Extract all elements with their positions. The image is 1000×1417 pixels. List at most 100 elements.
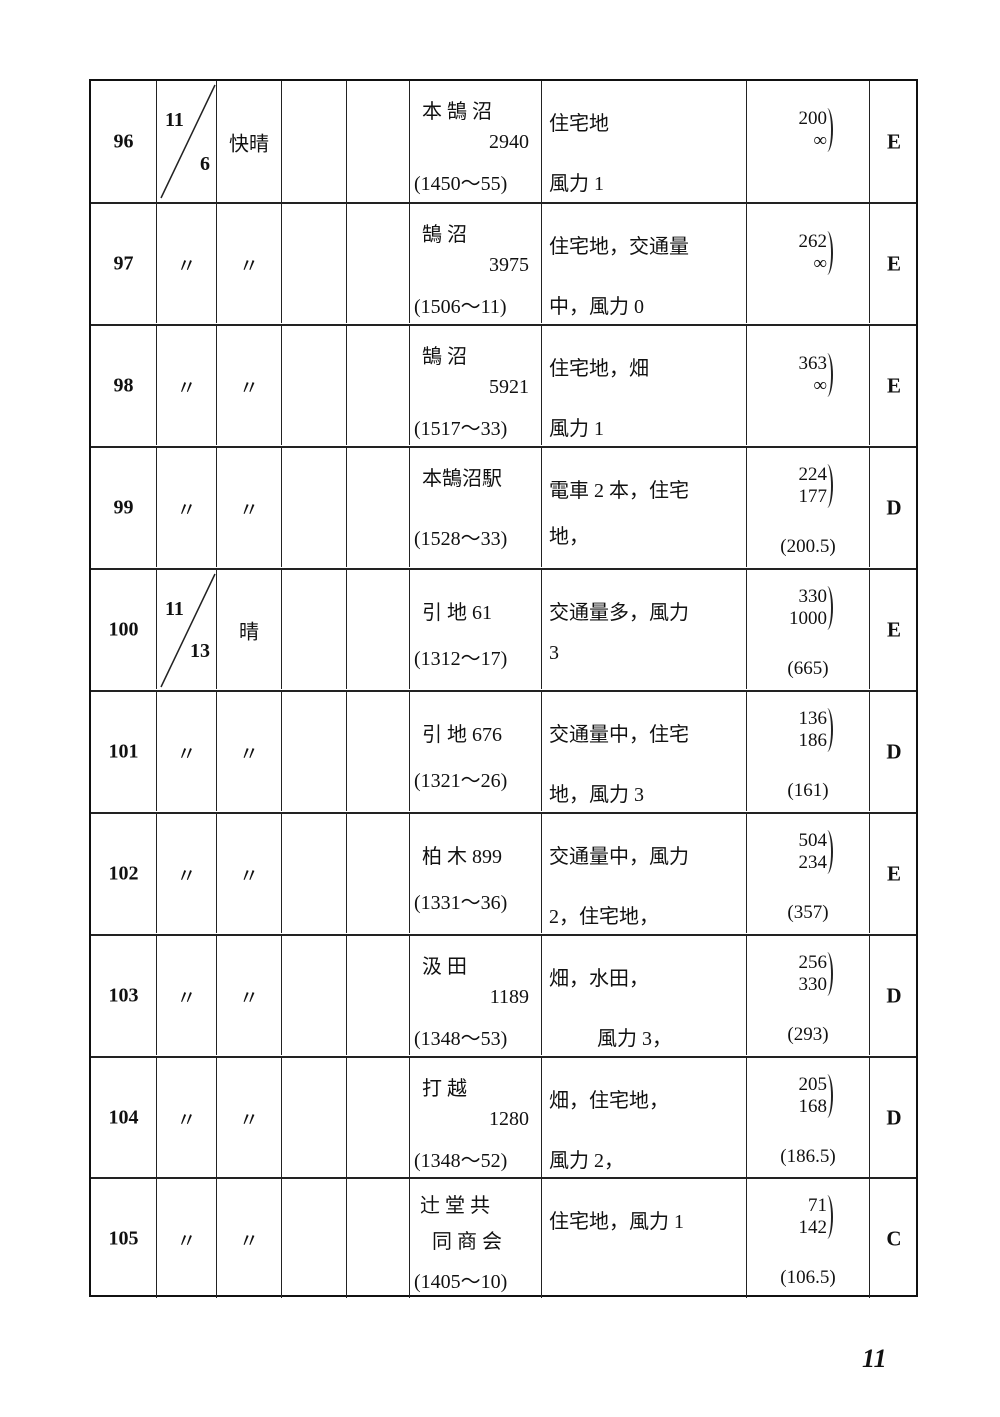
table-row: 101 〃〃引 地 676 (1321～26) 交通量中，住宅 地，風力 3 136 186… [91, 690, 916, 811]
bracket [821, 464, 833, 508]
values-cell: 200 ∞ [746, 81, 869, 202]
notes-line: 風力 2， [549, 1150, 624, 1172]
weather-cell: 晴 [216, 570, 281, 689]
blank-cell [346, 326, 409, 445]
values-cell: 330 1000 (665) [746, 570, 869, 689]
value-average: (200.5) [780, 536, 836, 557]
grade: D [886, 495, 902, 519]
table-row: 103 〃 〃 汲 田 1189 (1348～53) 畑，水田， 風力 3， 256 330 (29… [91, 934, 916, 1055]
notes-line: 畑，水田， [549, 968, 649, 990]
value-b: 177 [798, 486, 828, 507]
date-cell: 〃 [156, 1179, 216, 1298]
no-cell: 99 [91, 448, 156, 567]
notes-line: 風力 1 [549, 418, 604, 440]
date-cell: 11 13 [156, 570, 216, 689]
weather: 〃 [239, 743, 259, 765]
grade-cell: E [869, 570, 918, 689]
place-cell: 打 越 1280 (1348～52) [409, 1058, 541, 1177]
value-b: 142 [798, 1217, 828, 1238]
grade: D [886, 983, 902, 1007]
date-diagonal [160, 84, 216, 199]
place-line: (1321～26) [414, 770, 508, 792]
value-a: 262 [798, 231, 828, 252]
place-line: 引 地 61 [422, 602, 492, 624]
blank-cell [281, 692, 346, 811]
blank-cell [346, 1179, 409, 1298]
date-ditto: 〃 [176, 1230, 197, 1252]
notes-line: 住宅地，交通量 [549, 236, 689, 258]
blank-cell [346, 81, 409, 202]
blank-cell [281, 1179, 346, 1298]
value-a: 200 [798, 108, 828, 129]
values-cell: 224 177 (200.5) [746, 448, 869, 567]
table-row: 100 11 13 晴 引 地 61 (1312～17) 交通量多，風力 3 330 1000 (6… [91, 568, 916, 689]
row-number: 102 [108, 862, 139, 884]
grade-cell: E [869, 326, 918, 445]
notes-cell: 交通量中，風力 2，住宅地， [541, 814, 746, 933]
place-line: (1312～17) [414, 648, 508, 670]
value-average: (665) [787, 658, 829, 679]
place-cell: 鵠 沼 5921 (1517～33) [409, 326, 541, 445]
no-cell: 104 [91, 1058, 156, 1177]
value-average: (186.5) [780, 1146, 836, 1167]
table-row: 105 〃〃辻 堂 共同 商 会 (1405～10) 住宅地，風力 1 71 142 (10… [91, 1177, 916, 1298]
date-ditto: 〃 [176, 377, 197, 399]
blank-cell [281, 936, 346, 1055]
date-cell: 〃 [156, 326, 216, 445]
table-row: 104 〃 〃 打 越 1280 (1348～52) 畑，住宅地， 風力 2， 205 168 (1… [91, 1056, 916, 1177]
row-number: 100 [108, 618, 139, 640]
bracket [821, 1074, 833, 1118]
place-line: 同 商 会 [432, 1231, 502, 1253]
bracket [821, 353, 833, 397]
row-number: 98 [113, 374, 134, 396]
blank-cell [281, 1058, 346, 1177]
place-line: (1405～10) [414, 1271, 508, 1293]
notes-line: 風力 1 [549, 173, 604, 195]
bracket [821, 231, 833, 275]
value-a: 363 [798, 353, 828, 374]
row-number: 103 [108, 984, 139, 1006]
date-ditto: 〃 [176, 255, 197, 277]
value-b: 168 [798, 1096, 828, 1117]
place-cell: 汲 田 1189 (1348～53) [409, 936, 541, 1055]
bracket [821, 708, 833, 752]
notes-line: 地，風力 3 [549, 784, 644, 806]
no-cell: 105 [91, 1179, 156, 1298]
notes-cell: 畑，住宅地， 風力 2， [541, 1058, 746, 1177]
bracket [821, 952, 833, 996]
notes-cell: 住宅地風力 1 [541, 81, 746, 202]
no-cell: 100 [91, 570, 156, 689]
notes-line: 地， [549, 526, 589, 548]
notes-line: 交通量多，風力 [549, 602, 689, 624]
date-cell: 〃 [156, 1058, 216, 1177]
grade-cell: D [869, 448, 918, 567]
notes-cell: 住宅地，交通量 中，風力 0 [541, 204, 746, 323]
place-line: (1528～33) [414, 528, 508, 550]
row-number: 99 [113, 496, 134, 518]
weather: 〃 [239, 1230, 259, 1252]
blank-cell [281, 814, 346, 933]
date-diagonal [160, 573, 216, 688]
weather: 〃 [239, 987, 259, 1009]
notes-line: 交通量中，風力 [549, 846, 689, 868]
value-a: 136 [798, 708, 828, 729]
date-month: 11 [165, 109, 184, 131]
notes-line: 3 [549, 642, 559, 664]
blank-cell [346, 692, 409, 811]
place-cell: 鵠 沼 3975 (1506～11) [409, 204, 541, 323]
date-ditto: 〃 [176, 743, 197, 765]
grade: C [886, 1226, 902, 1250]
grade: E [886, 617, 901, 641]
no-cell: 98 [91, 326, 156, 445]
bracket [821, 586, 833, 630]
weather: 晴 [239, 621, 259, 643]
notes-line: 風力 3， [597, 1028, 672, 1050]
grade: D [886, 1105, 902, 1129]
date-ditto: 〃 [176, 1109, 197, 1131]
values-cell: 256 330 (293) [746, 936, 869, 1055]
date-cell: 〃 [156, 936, 216, 1055]
place-line: 5921 [489, 376, 529, 398]
date-cell: 〃 [156, 448, 216, 567]
no-cell: 101 [91, 692, 156, 811]
notes-line: 住宅地 [549, 113, 609, 135]
